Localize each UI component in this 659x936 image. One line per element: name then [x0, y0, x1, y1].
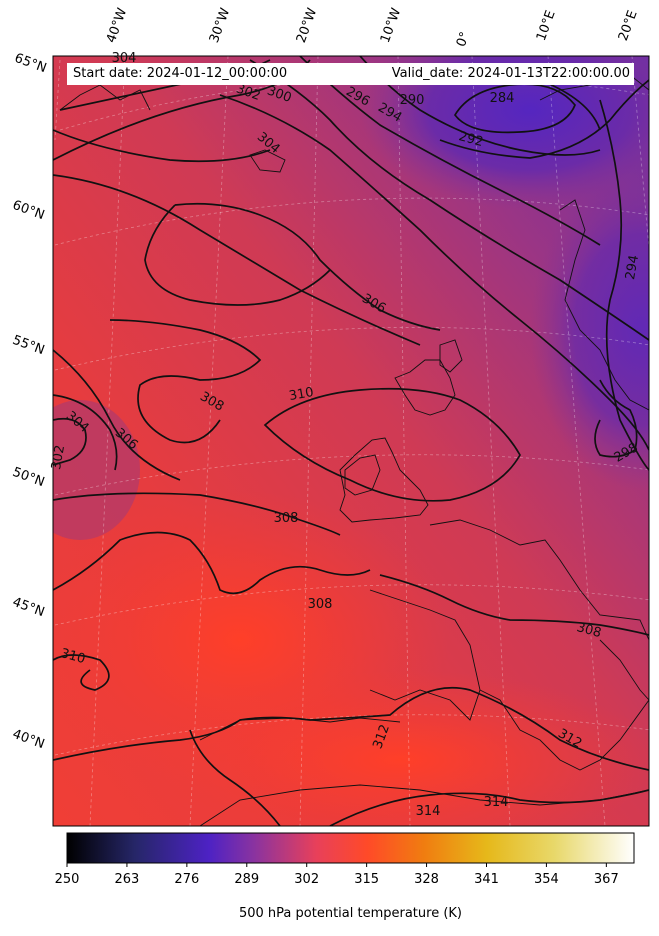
colorbar-tick-label: 276	[174, 872, 200, 887]
colorbar	[66, 832, 635, 864]
colorbar-tick-label: 289	[234, 872, 260, 887]
contour-label: 290	[400, 93, 425, 108]
map-field	[53, 56, 649, 826]
colorbar-ticks	[66, 863, 607, 867]
contour-label: 304	[112, 51, 137, 66]
contour-label: 284	[490, 91, 515, 106]
contour-label: 294	[623, 254, 642, 281]
colorbar-tick-label: 250	[54, 872, 80, 887]
contour-label: 308	[575, 620, 603, 641]
contour-label: 314	[484, 795, 509, 810]
contour-label: 308	[308, 597, 333, 612]
contour-label: 302	[49, 444, 68, 471]
map-frame	[52, 55, 650, 827]
contour-label: 310	[59, 646, 87, 667]
info-banner: Start date: 2024-01-12_00:00:00 Valid_da…	[67, 63, 634, 85]
colorbar-tick-label: 354	[533, 872, 559, 887]
contour-label: 308	[274, 511, 299, 526]
colorbar-tick-label: 302	[294, 872, 320, 887]
start-date: Start date: 2024-01-12_00:00:00	[73, 66, 288, 81]
colorbar-tick-label: 315	[354, 872, 380, 887]
valid-date: Valid_date: 2024-01-13T22:00:00.00	[391, 66, 630, 81]
colorbar-tick-label: 263	[114, 872, 140, 887]
contour-label: 310	[288, 385, 315, 404]
contour-label: 314	[416, 804, 441, 819]
colorbar-tick-label: 341	[474, 872, 499, 887]
colorbar-tick-label: 367	[593, 872, 619, 887]
contour-label: 292	[457, 129, 485, 150]
colorbar-tick-label: 328	[414, 872, 439, 887]
colorbar-title: 500 hPa potential temperature (K)	[238, 906, 462, 921]
